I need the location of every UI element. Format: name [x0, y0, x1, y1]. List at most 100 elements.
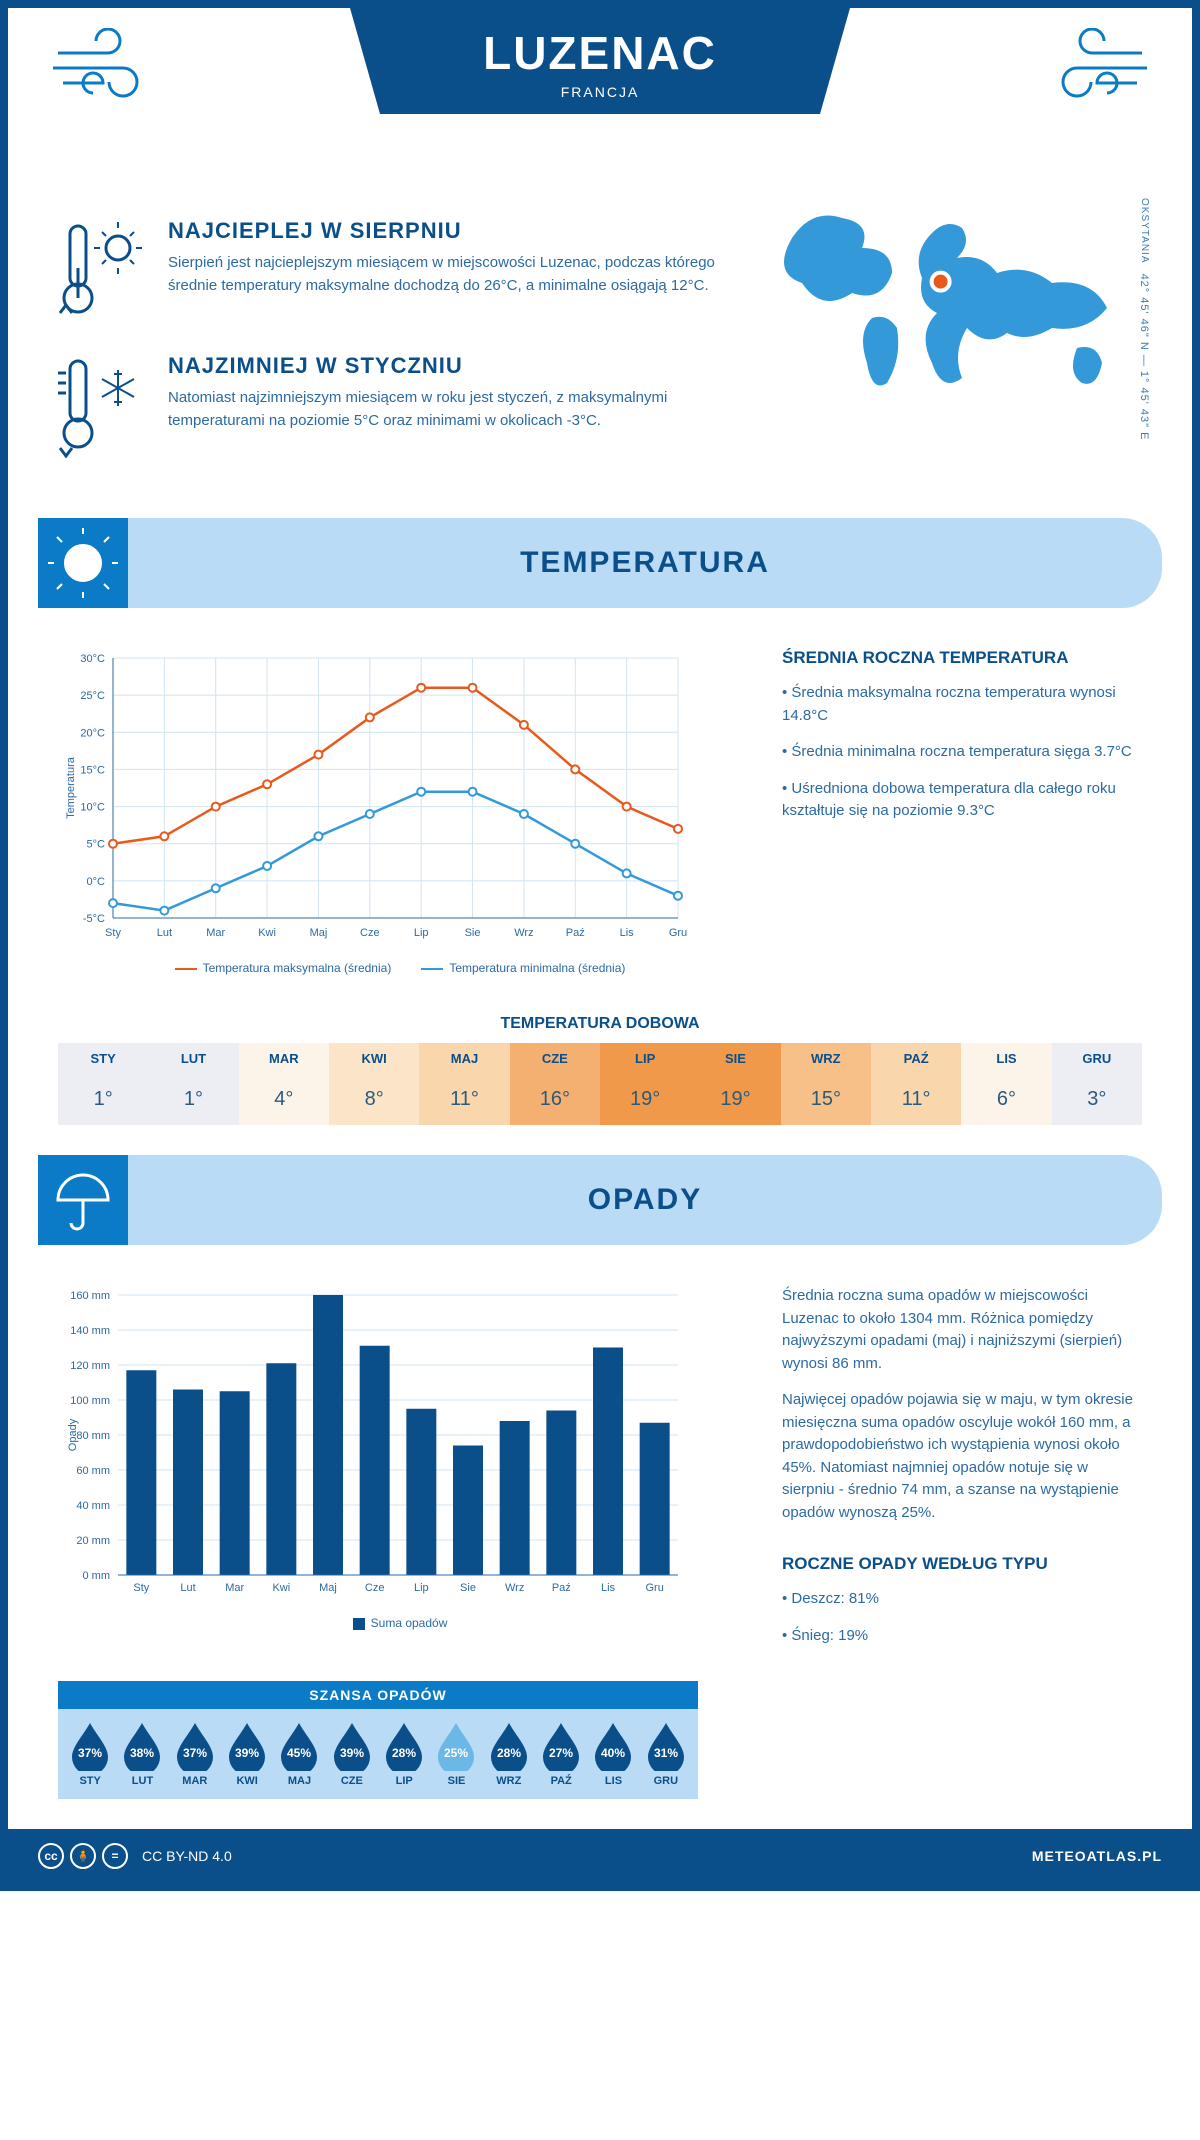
svg-text:37%: 37%: [183, 1746, 207, 1760]
chance-drop: 45%MAJ: [275, 1721, 323, 1787]
world-map: OKSYTANIA 42° 45' 46" N — 1° 45' 43" E: [762, 198, 1142, 468]
svg-text:39%: 39%: [340, 1746, 364, 1760]
svg-text:40%: 40%: [601, 1746, 625, 1760]
coldest-title: NAJZIMNIEJ W STYCZNIU: [168, 353, 722, 379]
daily-month: CZE: [510, 1043, 600, 1074]
svg-text:Mar: Mar: [225, 1582, 244, 1594]
svg-text:25°C: 25°C: [80, 690, 105, 702]
precip-chance-box: SZANSA OPADÓW 37%STY38%LUT37%MAR39%KWI45…: [58, 1681, 698, 1799]
precip-banner: OPADY: [38, 1155, 1162, 1245]
svg-text:27%: 27%: [549, 1746, 573, 1760]
title-banner: LUZENAC FRANCJA: [350, 8, 850, 114]
svg-text:Cze: Cze: [365, 1582, 385, 1594]
chance-drop: 40%LIS: [589, 1721, 637, 1787]
temperature-title: TEMPERATURA: [128, 546, 1162, 580]
precip-type-title: ROCZNE OPADY WEDŁUG TYPU: [782, 1554, 1142, 1574]
svg-text:39%: 39%: [235, 1746, 259, 1760]
precip-chart: 0 mm20 mm40 mm60 mm80 mm100 mm120 mm140 …: [58, 1285, 742, 1661]
svg-text:15°C: 15°C: [80, 764, 105, 776]
region: OKSYTANIA: [1139, 198, 1150, 264]
chance-drop: 28%LIP: [380, 1721, 428, 1787]
chance-drop: 25%SIE: [432, 1721, 480, 1787]
svg-text:Sie: Sie: [460, 1582, 476, 1594]
chance-drop: 37%STY: [66, 1721, 114, 1787]
svg-text:Lip: Lip: [414, 927, 429, 939]
daily-value: 19°: [600, 1074, 690, 1125]
svg-text:Maj: Maj: [310, 927, 328, 939]
daily-value: 15°: [781, 1074, 871, 1125]
chance-drop: 31%GRU: [642, 1721, 690, 1787]
country-name: FRANCJA: [350, 84, 850, 100]
svg-text:Maj: Maj: [319, 1582, 337, 1594]
coldest-text: Natomiast najzimniejszym miesiącem w rok…: [168, 387, 722, 432]
thermometer-sun-icon: [58, 218, 148, 333]
svg-text:Kwi: Kwi: [258, 927, 276, 939]
daily-value: 19°: [690, 1074, 780, 1125]
annual-temp-info: ŚREDNIA ROCZNA TEMPERATURA Średnia maksy…: [782, 648, 1142, 975]
precip-info: Średnia roczna suma opadów w miejscowośc…: [782, 1285, 1142, 1661]
license-text: CC BY-ND 4.0: [142, 1848, 232, 1864]
svg-text:100 mm: 100 mm: [70, 1395, 110, 1407]
svg-text:Lip: Lip: [414, 1582, 429, 1594]
precip-rain: Deszcz: 81%: [782, 1588, 1142, 1611]
precip-title: OPADY: [128, 1183, 1162, 1217]
svg-text:Opady: Opady: [67, 1418, 79, 1451]
chance-drop: 37%MAR: [171, 1721, 219, 1787]
svg-text:20°C: 20°C: [80, 727, 105, 739]
intro-section: NAJCIEPLEJ W SIERPNIU Sierpień jest najc…: [8, 188, 1192, 498]
coldest-block: NAJZIMNIEJ W STYCZNIU Natomiast najzimni…: [58, 353, 722, 468]
daily-month: LUT: [148, 1043, 238, 1074]
daily-month: PAŹ: [871, 1043, 961, 1074]
daily-month: MAJ: [419, 1043, 509, 1074]
svg-text:38%: 38%: [130, 1746, 154, 1760]
wind-icon: [48, 28, 178, 113]
brand: METEOATLAS.PL: [1032, 1848, 1162, 1864]
svg-text:Cze: Cze: [360, 927, 380, 939]
svg-text:Paź: Paź: [552, 1582, 571, 1594]
temp-legend: Temperatura maksymalna (średnia) Tempera…: [58, 961, 742, 975]
svg-text:Lut: Lut: [157, 927, 172, 939]
svg-text:5°C: 5°C: [87, 839, 106, 851]
annual-temp-p2: Średnia minimalna roczna temperatura się…: [782, 741, 1142, 764]
daily-month: GRU: [1052, 1043, 1142, 1074]
svg-text:28%: 28%: [497, 1746, 521, 1760]
chance-drop: 39%CZE: [328, 1721, 376, 1787]
chance-title: SZANSA OPADÓW: [58, 1681, 698, 1709]
nd-icon: =: [102, 1843, 128, 1869]
license-block: cc 🧍 = CC BY-ND 4.0: [38, 1843, 232, 1869]
temperature-chart: -5°C0°C5°C10°C15°C20°C25°C30°CStyLutMarK…: [58, 648, 742, 975]
daily-value: 4°: [239, 1074, 329, 1125]
warmest-block: NAJCIEPLEJ W SIERPNIU Sierpień jest najc…: [58, 218, 722, 333]
city-name: LUZENAC: [350, 26, 850, 80]
daily-temp-grid: STYLUTMARKWIMAJCZELIPSIEWRZPAŹLISGRU1°1°…: [58, 1043, 1142, 1125]
svg-text:Mar: Mar: [206, 927, 225, 939]
svg-text:Sie: Sie: [465, 927, 481, 939]
svg-text:140 mm: 140 mm: [70, 1325, 110, 1337]
annual-temp-title: ŚREDNIA ROCZNA TEMPERATURA: [782, 648, 1142, 668]
svg-text:Sty: Sty: [133, 1582, 149, 1594]
svg-text:30°C: 30°C: [80, 653, 105, 665]
svg-text:Wrz: Wrz: [514, 927, 533, 939]
daily-month: LIS: [961, 1043, 1051, 1074]
umbrella-icon: [38, 1155, 128, 1245]
chance-drop: 27%PAŹ: [537, 1721, 585, 1787]
svg-text:31%: 31%: [654, 1746, 678, 1760]
svg-text:60 mm: 60 mm: [76, 1465, 110, 1477]
page: LUZENAC FRANCJA NAJCIEPLEJ W SIERPNIU Si…: [0, 0, 1200, 1891]
daily-month: KWI: [329, 1043, 419, 1074]
latitude: 42° 45' 46" N: [1138, 274, 1150, 351]
daily-temp-title: TEMPERATURA DOBOWA: [8, 1015, 1192, 1033]
svg-text:Paź: Paź: [566, 927, 585, 939]
svg-text:20 mm: 20 mm: [76, 1535, 110, 1547]
daily-value: 16°: [510, 1074, 600, 1125]
daily-value: 1°: [148, 1074, 238, 1125]
svg-text:Temperatura: Temperatura: [65, 756, 77, 819]
daily-value: 11°: [419, 1074, 509, 1125]
annual-temp-p1: Średnia maksymalna roczna temperatura wy…: [782, 682, 1142, 727]
svg-text:40 mm: 40 mm: [76, 1500, 110, 1512]
daily-value: 11°: [871, 1074, 961, 1125]
svg-text:120 mm: 120 mm: [70, 1360, 110, 1372]
annual-temp-p3: Uśredniona dobowa temperatura dla całego…: [782, 778, 1142, 823]
daily-value: 8°: [329, 1074, 419, 1125]
footer: cc 🧍 = CC BY-ND 4.0 METEOATLAS.PL: [8, 1829, 1192, 1883]
